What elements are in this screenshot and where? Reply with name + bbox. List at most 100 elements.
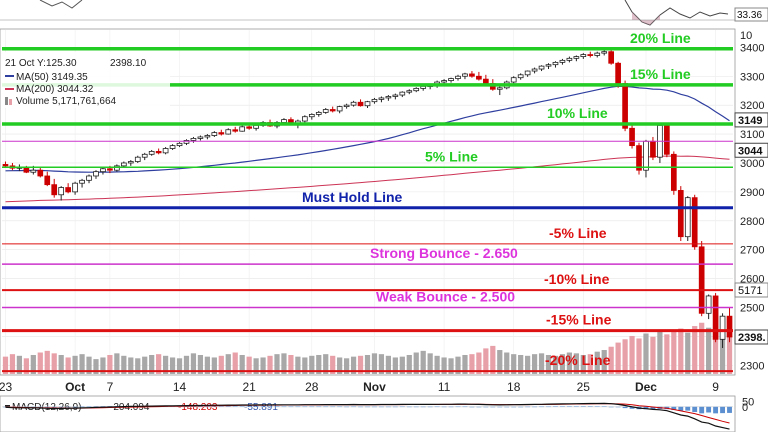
macd-histogram-bar xyxy=(587,406,593,407)
legend-volume-swatch xyxy=(5,97,8,105)
volume-bar xyxy=(657,331,663,374)
candle-body xyxy=(93,171,99,177)
volume-bar xyxy=(608,346,614,374)
macd-histogram-bar xyxy=(699,406,705,414)
macd-histogram-bar xyxy=(434,406,440,408)
candle-body xyxy=(364,101,371,107)
volume-bar xyxy=(671,330,677,374)
volume-bar xyxy=(462,354,468,374)
candle-body xyxy=(441,80,447,83)
candle-body xyxy=(350,101,357,106)
legend-ma50-label: MA(50) 3149.35 xyxy=(16,72,88,83)
level-label-11: -20% Line xyxy=(545,352,611,368)
macd-histogram-bar xyxy=(615,406,621,408)
macd-tick-label: 50 xyxy=(742,396,754,408)
volume-bar xyxy=(545,354,552,374)
y-tick-label: 2500 xyxy=(740,303,764,315)
volume-bar xyxy=(420,350,426,374)
candle-body xyxy=(517,74,524,79)
candle-body xyxy=(538,65,545,70)
candle-body xyxy=(134,156,141,162)
candle-body xyxy=(183,140,190,144)
x-tick-label: Dec xyxy=(635,380,657,394)
macd-histogram-bar xyxy=(65,406,71,408)
candle-body xyxy=(169,145,176,149)
candle-body xyxy=(322,109,329,113)
volume-bar xyxy=(58,354,64,374)
macd-histogram-bar xyxy=(246,406,252,407)
macd-value-2: -148.203 xyxy=(178,402,218,413)
volume-bar xyxy=(350,356,357,374)
macd-histogram-bar xyxy=(490,406,496,408)
moving-averages xyxy=(5,85,730,203)
volume-bar xyxy=(128,357,134,374)
candle-body xyxy=(726,315,733,338)
macd-histogram-bar xyxy=(622,406,628,409)
candle-body xyxy=(127,161,134,164)
legend-ma200-label: MA(200) 3044.32 xyxy=(16,84,94,95)
macd-histogram-bar xyxy=(678,406,684,411)
candle-body xyxy=(413,87,420,92)
volume-bar xyxy=(615,342,621,374)
candle-body xyxy=(211,132,218,136)
volume-bar xyxy=(712,324,719,374)
macd-histogram-bar xyxy=(204,406,210,407)
volume-bar xyxy=(344,358,350,374)
candle-body xyxy=(357,101,364,107)
macd-histogram-bar xyxy=(281,406,287,408)
macd-histogram-bar xyxy=(525,406,531,408)
volume-bar xyxy=(566,352,573,374)
candle-body xyxy=(455,75,461,79)
candle-body xyxy=(107,168,113,171)
volume-bar xyxy=(692,326,698,374)
macd-line xyxy=(5,402,730,430)
legend-volume-swatch-2 xyxy=(9,99,12,105)
macd-histogram-bar xyxy=(93,406,99,407)
candle-body xyxy=(253,124,259,129)
volume-bar xyxy=(135,358,141,374)
volume-bars xyxy=(2,322,733,374)
x-tick-label: 18 xyxy=(507,380,521,394)
volume-bar xyxy=(204,356,210,374)
macd-histogram-bar xyxy=(316,406,322,408)
legend-value-label: 2398.10 xyxy=(110,58,147,69)
candle-body xyxy=(190,138,197,141)
macd-panel: MACD(12,26,9) -204.094 -148.203 -55.891 … xyxy=(0,395,754,433)
macd-histogram-bar xyxy=(539,406,544,408)
candle-body xyxy=(510,77,517,83)
candle-body xyxy=(636,145,642,171)
macd-histogram-bar xyxy=(483,406,489,408)
macd-histogram-bar xyxy=(86,406,92,407)
candle-body xyxy=(587,54,594,56)
candle-body xyxy=(719,315,726,340)
macd-histogram-bar xyxy=(406,406,412,408)
candle-body xyxy=(670,153,677,191)
macd-histogram-bar xyxy=(79,406,85,408)
macd-histogram-bar xyxy=(720,406,725,414)
macd-histogram-bar xyxy=(706,406,712,413)
volume-bar xyxy=(427,353,433,374)
candle-body xyxy=(148,151,155,155)
volume-bar xyxy=(552,355,559,374)
macd-histogram-bar xyxy=(713,406,719,414)
y-tick-label: 2800 xyxy=(740,216,764,228)
ma50-line xyxy=(5,85,730,173)
x-tick-label: Nov xyxy=(363,380,386,394)
candle-body xyxy=(448,78,454,81)
x-tick-label: 25 xyxy=(577,380,591,394)
top-panel-shade xyxy=(632,12,660,25)
macd-histogram-bar xyxy=(420,406,426,408)
volume-bar xyxy=(239,354,245,374)
macd-histogram-bar xyxy=(566,406,572,407)
macd-histogram-bar xyxy=(399,406,405,408)
price-flag-box xyxy=(734,142,768,158)
volume-bar xyxy=(211,357,217,374)
volume-bar xyxy=(455,356,461,374)
volume-bar xyxy=(309,355,315,374)
main-plot-frame xyxy=(0,28,736,376)
volume-bar xyxy=(706,327,712,374)
candle-body xyxy=(684,197,691,238)
candles xyxy=(2,49,733,348)
